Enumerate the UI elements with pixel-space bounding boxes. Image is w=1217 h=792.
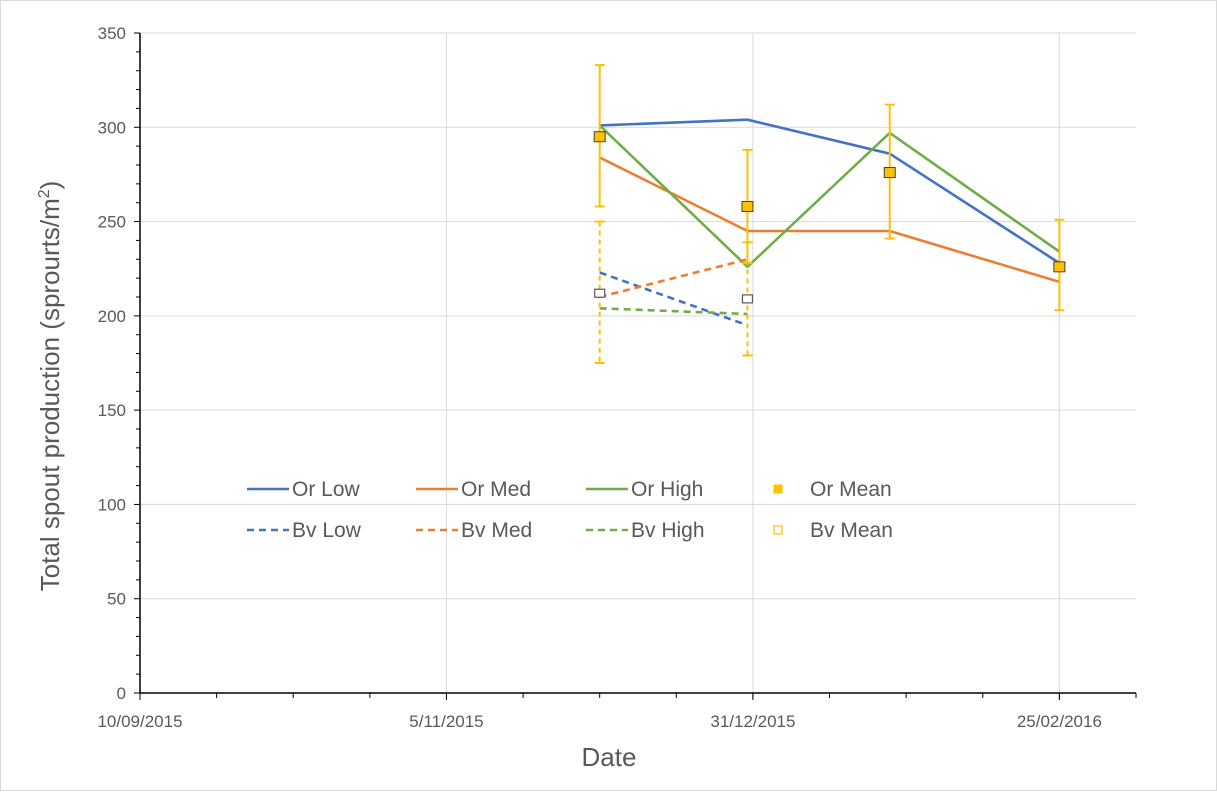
x-tick-label: 31/12/2015	[710, 712, 795, 731]
legend-label: Or Med	[461, 478, 531, 501]
legend-item-or-low: Or Low	[247, 478, 361, 501]
axes	[134, 32, 1137, 700]
legend-item-or-high: Or High	[586, 478, 703, 501]
legend-label: Bv Med	[461, 519, 532, 542]
legend-item-bv-mean: Bv Mean	[773, 519, 893, 542]
x-tick-label: 25/02/2016	[1017, 712, 1102, 731]
y-tick-label: 300	[98, 118, 126, 137]
y-tick-label: 100	[98, 495, 126, 514]
marker-bv-mean	[741, 294, 754, 304]
marker-or-mean	[741, 200, 754, 212]
series-lines	[598, 118, 1061, 327]
y-tick-label: 150	[98, 401, 126, 420]
series-line-or-low	[599, 118, 1061, 265]
marker-or-mean	[1053, 261, 1066, 273]
legend-swatch	[773, 525, 783, 535]
x-axis-ticks: 10/09/2015 5/11/2015 31/12/2015 25/02/2016	[97, 712, 1101, 731]
y-tick-label: 350	[98, 24, 126, 43]
series-line-bv-med	[599, 258, 748, 299]
legend-label: Or High	[631, 478, 703, 501]
x-tick-label: 10/09/2015	[97, 712, 182, 731]
series-line-or-med	[599, 156, 1060, 284]
y-axis-title-superscript: 2	[36, 189, 53, 198]
marker-bv-mean	[594, 288, 606, 298]
gridlines	[140, 32, 1136, 693]
mean-markers	[593, 131, 1066, 304]
legend-label: Bv Low	[292, 519, 362, 542]
y-axis-title: Total spout production (sprourts/m2)	[35, 181, 65, 592]
series-line-or-high	[598, 124, 1061, 269]
marker-or-mean	[883, 167, 896, 179]
x-tick-label: 5/11/2015	[409, 712, 483, 731]
legend-item-bv-low: Bv Low	[247, 519, 362, 542]
legend-item-bv-high: Bv High	[586, 519, 705, 542]
legend-item-or-mean: Or Mean	[773, 478, 892, 501]
legend-label: Bv Mean	[810, 519, 893, 542]
legend-label: Or Low	[292, 478, 361, 501]
legend-label: Bv High	[631, 519, 705, 542]
y-axis-title-main: Total spout production (sprourts/m	[35, 198, 65, 591]
y-axis-title-end: )	[35, 181, 65, 190]
legend-swatch	[773, 484, 783, 494]
legend: Or Low Or Med Or High Or Mean Bv Low Bv Med Bv…	[247, 478, 893, 542]
y-axis-ticks: 0 50 100 150 200 250 300 350	[98, 24, 126, 703]
x-axis-title: Date	[582, 742, 637, 772]
series-line-bv-low	[599, 271, 748, 327]
marker-or-mean	[593, 131, 606, 143]
legend-item-bv-med: Bv Med	[416, 519, 532, 542]
y-tick-label: 50	[107, 590, 126, 609]
y-tick-label: 200	[98, 307, 126, 326]
legend-label: Or Mean	[810, 478, 892, 501]
y-tick-label: 250	[98, 213, 126, 232]
legend-item-or-med: Or Med	[416, 478, 531, 501]
error-bars	[594, 64, 1065, 364]
series-line-bv-high	[599, 307, 748, 316]
y-tick-label: 0	[117, 684, 126, 703]
